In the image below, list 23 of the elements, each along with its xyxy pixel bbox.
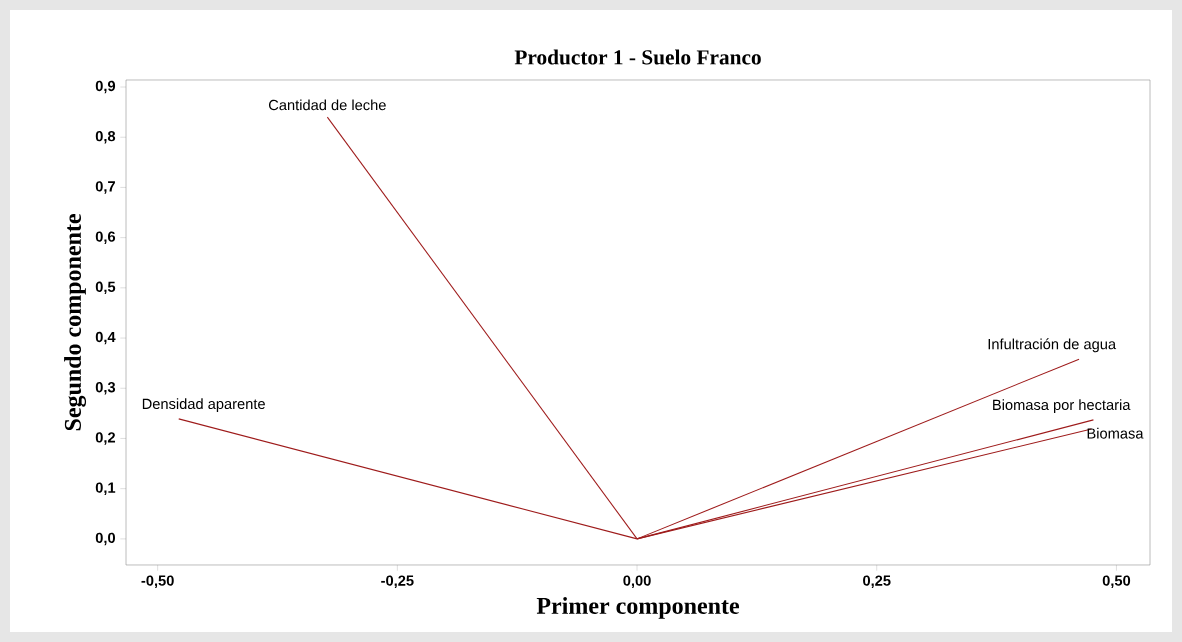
y-tick-label: 0,5 bbox=[95, 281, 116, 295]
x-tick-label: 0,50 bbox=[1102, 575, 1131, 588]
y-tick-label: 0,0 bbox=[95, 532, 115, 546]
y-tick-label: 0,8 bbox=[95, 130, 116, 144]
y-tick-label: 0,1 bbox=[95, 482, 116, 495]
x-tick-label: -0,50 bbox=[141, 575, 174, 588]
series-label: Biomasa bbox=[1087, 427, 1144, 439]
y-tick-label: 0,9 bbox=[95, 80, 116, 94]
series-label: Infultración de agua bbox=[988, 338, 1117, 353]
y-axis-title: Segundo componente bbox=[64, 214, 87, 431]
y-tick-label: 0,6 bbox=[95, 231, 116, 244]
x-tick-label: 0,25 bbox=[863, 575, 891, 588]
x-tick-label: 0,00 bbox=[623, 575, 651, 588]
y-tick-label: 0,7 bbox=[95, 181, 115, 194]
y-tick-label: 0,3 bbox=[95, 382, 116, 395]
x-tick-label: -0,25 bbox=[381, 575, 414, 588]
series-label: Biomasa por hectaria bbox=[993, 399, 1131, 413]
y-tick-label: 0,2 bbox=[95, 432, 116, 445]
x-axis-title: Primer componente bbox=[536, 597, 740, 619]
y-tick-label: 0,4 bbox=[95, 331, 116, 345]
series-label: Densidad aparente bbox=[142, 398, 265, 412]
chart-title: Productor 1 - Suelo Franco bbox=[514, 49, 761, 65]
series-label: Cantidad de leche bbox=[268, 99, 386, 111]
